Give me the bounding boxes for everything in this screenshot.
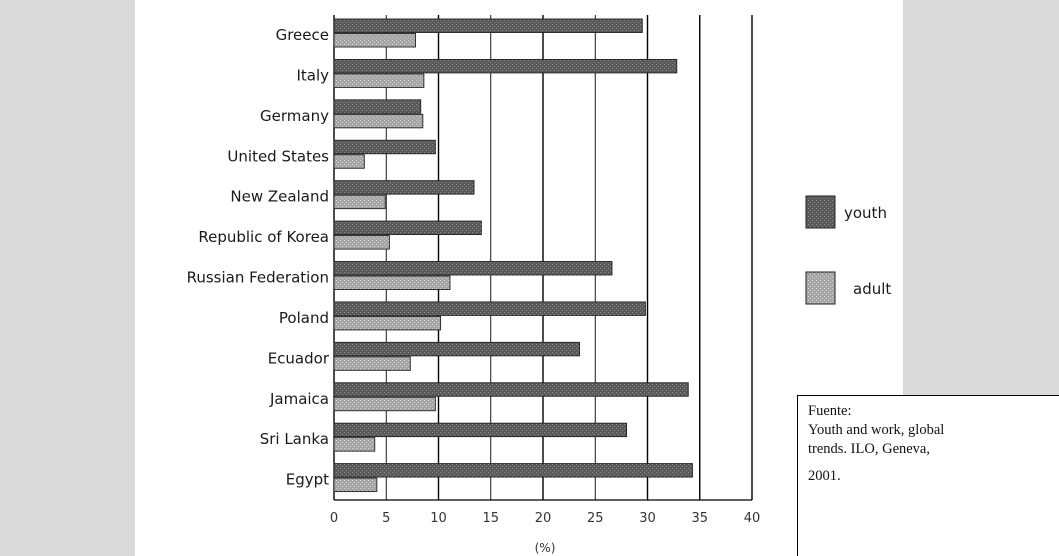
legend-swatch-adult	[805, 271, 836, 305]
bar-youth-poland	[333, 301, 646, 316]
bar-adult-germany	[333, 113, 424, 129]
x-axis-title: (%)	[535, 541, 556, 555]
category-label-russian-federation: Russian Federation	[187, 269, 329, 287]
bar-adult-poland	[333, 315, 442, 331]
x-tick-labels: 0 5 10 15 20 25 30 35 40	[330, 511, 760, 526]
x-tick-20: 20	[535, 511, 552, 526]
bar-adult-ecuador	[333, 356, 411, 371]
bar-youth-ecuador	[333, 341, 581, 357]
category-label-jamaica: Jamaica	[269, 390, 329, 408]
bar-adult-jamaica	[333, 396, 436, 412]
category-label-germany: Germany	[260, 107, 329, 125]
grid-lines	[333, 15, 753, 501]
x-tick-40: 40	[744, 511, 761, 526]
bar-youth-germany	[333, 99, 422, 114]
bar-youth-sri-lanka	[333, 422, 628, 438]
bar-adult-united-states	[333, 154, 365, 169]
bar-youth-united-states	[333, 139, 436, 155]
source-line-2: trends. ILO, Geneva,	[808, 441, 930, 457]
x-tick-25: 25	[587, 511, 604, 526]
bar-adult-new-zealand	[333, 194, 386, 210]
bar-adult-italy	[333, 73, 425, 88]
x-tick-15: 15	[482, 511, 499, 526]
bar-youth-jamaica	[333, 382, 689, 397]
category-label-ecuador: Ecuador	[268, 349, 330, 367]
bars	[333, 18, 693, 493]
bar-youth-greece	[333, 18, 643, 33]
category-label-united-states: United States	[227, 147, 329, 165]
bar-adult-egypt	[333, 477, 378, 493]
bar-youth-new-zealand	[333, 180, 475, 195]
category-label-poland: Poland	[279, 309, 329, 327]
category-label-egypt: Egypt	[286, 471, 329, 489]
legend: youth adult	[805, 195, 891, 305]
x-tick-5: 5	[382, 511, 390, 526]
category-label-republic-of-korea: Republic of Korea	[198, 228, 329, 246]
bar-adult-greece	[333, 33, 416, 48]
category-label-italy: Italy	[296, 66, 329, 84]
source-note: Fuente: Youth and work, global trends. I…	[797, 395, 1059, 556]
bar-adult-sri-lanka	[333, 437, 376, 452]
legend-swatch-youth	[805, 195, 836, 229]
bar-adult-russian-federation	[333, 275, 451, 290]
x-tick-35: 35	[691, 511, 708, 526]
category-label-sri-lanka: Sri Lanka	[260, 430, 329, 448]
legend-label-youth: youth	[844, 204, 887, 222]
legend-label-adult: adult	[853, 280, 891, 298]
category-label-greece: Greece	[276, 26, 329, 44]
bar-youth-russian-federation	[333, 261, 613, 276]
source-line-3: 2001.	[808, 468, 841, 484]
source-line-1: Youth and work, global	[808, 422, 945, 438]
category-label-new-zealand: New Zealand	[230, 188, 329, 206]
source-heading: Fuente:	[808, 403, 852, 419]
bar-youth-italy	[333, 58, 678, 74]
x-tick-0: 0	[330, 511, 338, 526]
x-tick-30: 30	[639, 511, 656, 526]
bar-adult-republic-of-korea	[333, 235, 390, 250]
x-tick-10: 10	[430, 511, 447, 526]
category-labels: Greece Italy Germany United States New Zeala…	[187, 26, 330, 489]
bar-youth-republic-of-korea	[333, 220, 482, 236]
bar-youth-egypt	[333, 463, 693, 478]
